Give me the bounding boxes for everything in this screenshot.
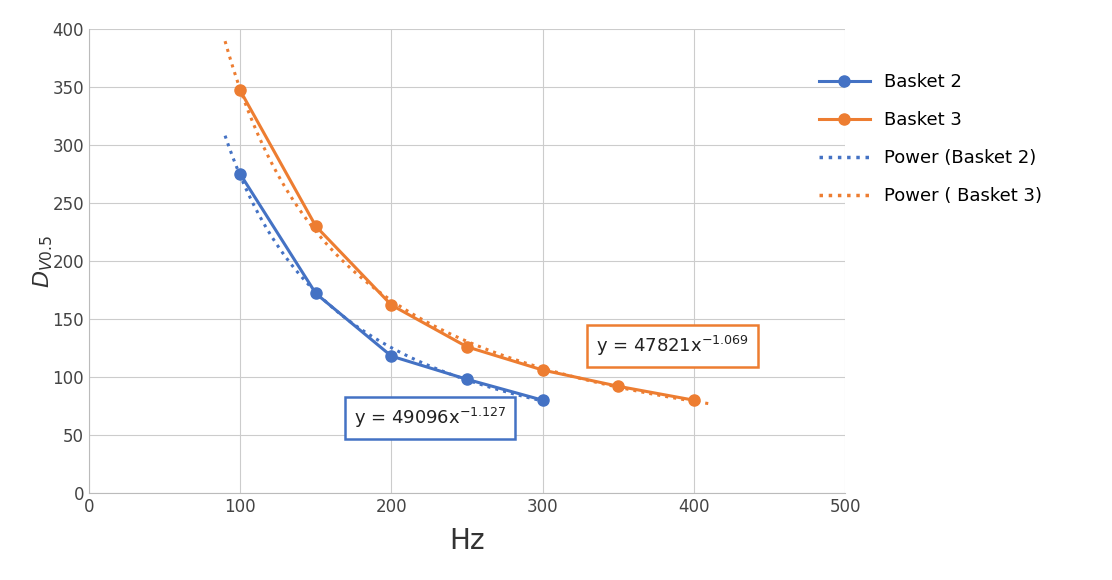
Basket 3 [687, 397, 701, 404]
Line: Basket 2: Basket 2 [235, 168, 548, 406]
Basket 2 [460, 376, 474, 383]
Basket 2 [385, 353, 398, 360]
X-axis label: Hz: Hz [449, 527, 485, 555]
Basket 2 [309, 290, 322, 297]
Legend: Basket 2, Basket 3, Power (Basket 2), Power ( Basket 3): Basket 2, Basket 3, Power (Basket 2), Po… [812, 66, 1050, 212]
Basket 3 [612, 383, 625, 390]
Basket 2 [234, 171, 247, 177]
Basket 3 [460, 343, 474, 350]
Basket 3 [385, 302, 398, 309]
Text: y = 47821x$^{-1.069}$: y = 47821x$^{-1.069}$ [596, 334, 748, 358]
Basket 3 [234, 87, 247, 94]
Basket 2 [536, 397, 549, 404]
Line: Basket 3: Basket 3 [235, 85, 699, 406]
Basket 3 [536, 367, 549, 374]
Text: $D_{V0.5}$: $D_{V0.5}$ [32, 234, 56, 288]
Text: y = 49096x$^{-1.127}$: y = 49096x$^{-1.127}$ [354, 405, 506, 430]
Basket 3 [309, 223, 322, 230]
